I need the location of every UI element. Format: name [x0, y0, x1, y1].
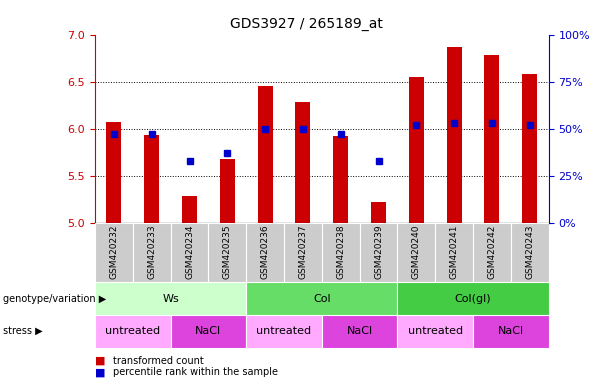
Text: untreated: untreated	[105, 326, 161, 336]
Text: ■: ■	[95, 356, 105, 366]
Bar	[522, 74, 537, 223]
Text: Ws: Ws	[162, 293, 179, 304]
Text: NaCl: NaCl	[346, 326, 373, 336]
Text: GSM420238: GSM420238	[336, 225, 345, 279]
Bar	[473, 315, 549, 348]
Bar	[295, 102, 311, 223]
Text: Col: Col	[313, 293, 330, 304]
Bar	[170, 223, 208, 282]
Bar	[333, 136, 348, 223]
Text: GSM420243: GSM420243	[525, 225, 535, 279]
Text: percentile rank within the sample: percentile rank within the sample	[113, 367, 278, 377]
Text: NaCl: NaCl	[498, 326, 524, 336]
Text: GSM420235: GSM420235	[223, 225, 232, 279]
Text: Col(gl): Col(gl)	[455, 293, 492, 304]
Bar	[446, 47, 462, 223]
Bar	[208, 223, 246, 282]
Text: NaCl: NaCl	[196, 326, 221, 336]
Bar	[182, 196, 197, 223]
Text: GSM420232: GSM420232	[109, 225, 118, 279]
Bar	[397, 315, 473, 348]
Text: GSM420237: GSM420237	[299, 225, 308, 279]
Bar	[322, 223, 360, 282]
Bar	[397, 282, 549, 315]
Bar	[133, 223, 170, 282]
Bar	[284, 223, 322, 282]
Bar	[397, 223, 435, 282]
Text: GSM420233: GSM420233	[147, 225, 156, 279]
Text: GSM420242: GSM420242	[487, 225, 497, 279]
Bar	[322, 315, 397, 348]
Text: transformed count: transformed count	[113, 356, 204, 366]
Text: GSM420241: GSM420241	[449, 225, 459, 279]
Bar	[511, 223, 549, 282]
Bar	[246, 282, 397, 315]
Bar	[95, 223, 133, 282]
Text: GSM420236: GSM420236	[261, 225, 270, 279]
Bar	[473, 223, 511, 282]
Text: GSM420240: GSM420240	[412, 225, 421, 279]
Text: GSM420239: GSM420239	[374, 225, 383, 279]
Bar	[246, 223, 284, 282]
Text: untreated: untreated	[408, 326, 463, 336]
Bar	[435, 223, 473, 282]
Bar	[484, 55, 500, 223]
Bar	[371, 202, 386, 223]
Bar	[144, 135, 159, 223]
Text: ■: ■	[95, 367, 105, 377]
Text: stress ▶: stress ▶	[3, 326, 43, 336]
Bar	[170, 315, 246, 348]
Text: GDS3927 / 265189_at: GDS3927 / 265189_at	[230, 17, 383, 31]
Bar	[409, 77, 424, 223]
Text: GSM420234: GSM420234	[185, 225, 194, 279]
Bar	[107, 122, 121, 223]
Bar	[95, 315, 170, 348]
Bar	[360, 223, 397, 282]
Bar	[246, 315, 322, 348]
Bar	[257, 86, 273, 223]
Bar	[219, 159, 235, 223]
Bar	[95, 282, 246, 315]
Text: genotype/variation ▶: genotype/variation ▶	[3, 293, 106, 304]
Text: untreated: untreated	[256, 326, 311, 336]
